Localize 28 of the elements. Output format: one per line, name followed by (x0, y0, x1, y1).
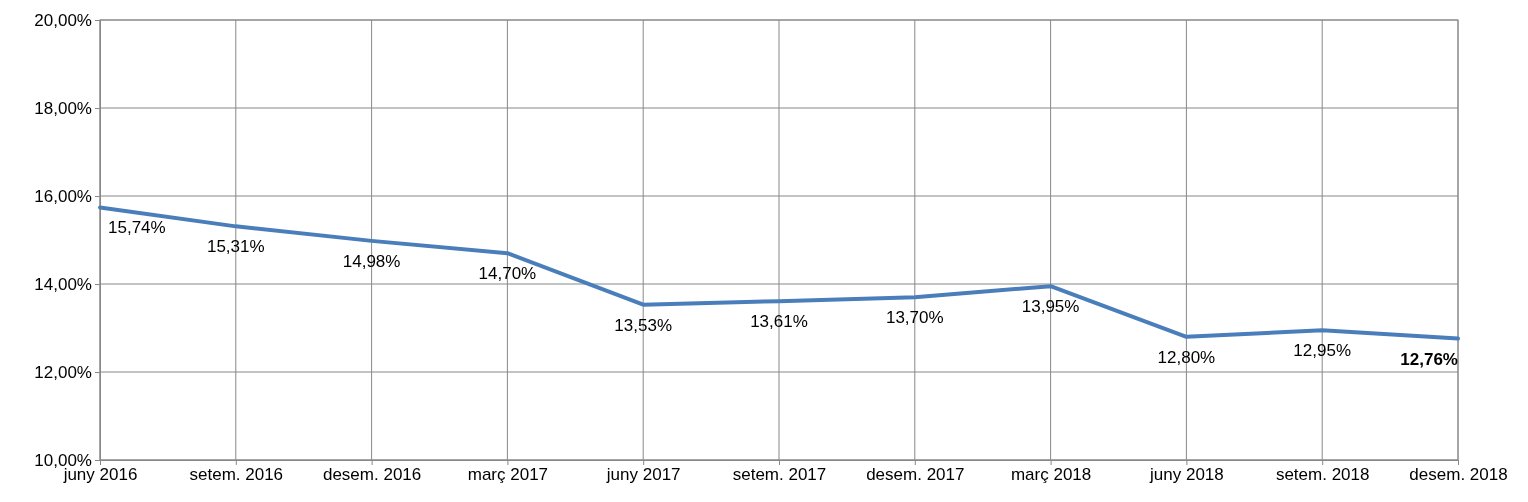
data-label: 13,95% (1021, 297, 1080, 317)
x-tick-label: setem. 2016 (189, 465, 284, 485)
y-tick-label: 14,00% (34, 274, 92, 294)
data-label: 12,95% (1293, 341, 1352, 361)
y-tick-label: 18,00% (34, 98, 92, 118)
data-label: 12,76% (1400, 349, 1458, 369)
x-tick-label: desem. 2016 (322, 465, 422, 485)
data-label: 14,98% (342, 251, 401, 271)
data-label: 13,61% (750, 312, 808, 332)
x-tick-label: setem. 2017 (732, 465, 827, 485)
x-tick-label: juny 2016 (62, 465, 138, 485)
data-label: 12,80% (1157, 347, 1216, 367)
x-tick-label: desem. 2017 (866, 465, 965, 485)
data-label: 15,31% (206, 237, 265, 257)
x-tick-label: març 2017 (467, 465, 549, 485)
data-label: 15,74% (108, 218, 166, 238)
x-tick-label: març 2018 (1010, 465, 1092, 485)
x-tick-label: setem. 2018 (1275, 465, 1370, 485)
data-label: 14,70% (478, 264, 537, 284)
line-series (98, 205, 1460, 341)
data-label: 13,53% (614, 315, 673, 335)
x-tick-label: desem. 2018 (1409, 465, 1508, 485)
x-tick-label: juny 2018 (1149, 465, 1224, 485)
data-label: 13,70% (885, 308, 944, 328)
x-tick-label: juny 2017 (605, 465, 681, 485)
y-tick-label: 12,00% (34, 362, 92, 382)
y-tick-label: 16,00% (34, 186, 92, 206)
y-tick-label: 20,00% (34, 10, 92, 30)
